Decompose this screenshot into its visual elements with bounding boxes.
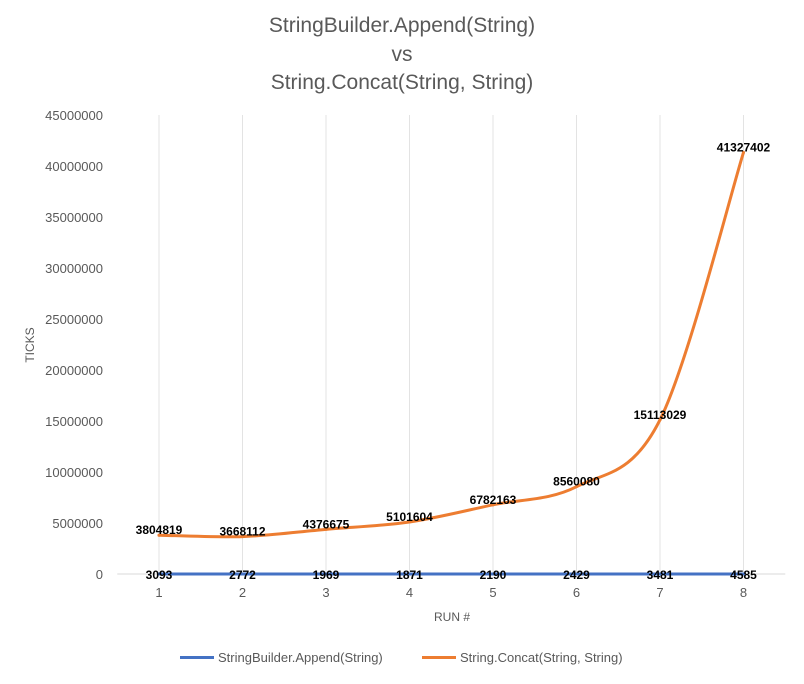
- legend-label-concat: String.Concat(String, String): [460, 650, 623, 665]
- data-label-stringbuilder: 2429: [563, 568, 590, 582]
- data-label-concat: 6782163: [470, 493, 517, 507]
- y-tick-label: 0: [96, 567, 103, 582]
- x-tick-label: 5: [489, 585, 496, 600]
- data-label-concat: 3804819: [136, 523, 183, 537]
- data-point-concat: [157, 533, 161, 537]
- data-label-stringbuilder: 1871: [396, 568, 423, 582]
- chart-title-line-3: String.Concat(String, String): [270, 71, 534, 94]
- data-label-concat: 5101604: [386, 510, 433, 524]
- data-label-stringbuilder: 3093: [146, 568, 173, 582]
- data-label-concat: 15113029: [634, 408, 687, 422]
- y-tick-label: 5000000: [52, 516, 103, 531]
- data-point-stringbuilder: [658, 572, 662, 576]
- x-axis-title: RUN #: [434, 610, 470, 624]
- data-point-stringbuilder: [575, 572, 578, 576]
- legend-item-concat: String.Concat(String, String): [422, 650, 623, 665]
- legend-swatch-concat: [422, 656, 456, 659]
- data-point-concat: [742, 150, 745, 154]
- chart-title-line-2: vs: [391, 43, 413, 66]
- legend-item-stringbuilder: StringBuilder.Append(String): [180, 650, 383, 665]
- y-tick-label: 35000000: [45, 210, 103, 225]
- data-point-concat: [575, 485, 578, 489]
- data-point-concat: [491, 503, 495, 507]
- data-point-concat: [658, 418, 662, 422]
- y-tick-label: 10000000: [45, 465, 103, 480]
- x-tick-label: 7: [656, 585, 663, 600]
- data-point-stringbuilder: [408, 572, 411, 576]
- y-tick-label: 45000000: [45, 108, 103, 123]
- y-axis-title: TICKS: [23, 327, 37, 362]
- x-tick-label: 8: [740, 585, 747, 600]
- data-label-stringbuilder: 1969: [313, 568, 340, 582]
- x-tick-label: 6: [573, 585, 580, 600]
- legend: StringBuilder.Append(String) String.Conc…: [0, 650, 804, 670]
- data-point-stringbuilder: [241, 572, 244, 576]
- data-point-stringbuilder: [324, 572, 328, 576]
- x-tick-label: 1: [155, 585, 162, 600]
- chart-title-line-1: StringBuilder.Append(String): [268, 14, 536, 37]
- y-tick-label: 20000000: [45, 363, 103, 378]
- y-tick-label: 40000000: [45, 159, 103, 174]
- data-point-stringbuilder: [157, 572, 161, 576]
- legend-swatch-stringbuilder: [180, 656, 214, 659]
- data-label-concat: 3668112: [219, 525, 265, 539]
- data-point-stringbuilder: [491, 572, 495, 576]
- data-label-concat: 4376675: [303, 517, 350, 531]
- data-label-stringbuilder: 4585: [730, 568, 757, 582]
- data-point-stringbuilder: [742, 572, 745, 576]
- y-tick-label: 15000000: [45, 414, 103, 429]
- legend-label-stringbuilder: StringBuilder.Append(String): [218, 650, 383, 665]
- data-point-concat: [408, 520, 411, 524]
- y-tick-label: 25000000: [45, 312, 103, 327]
- series-line-concat: [157, 150, 745, 539]
- data-label-concat: 8560080: [553, 475, 600, 489]
- x-tick-label: 3: [322, 585, 329, 600]
- data-label-stringbuilder: 2772: [229, 568, 256, 582]
- data-label-stringbuilder: 2190: [480, 568, 507, 582]
- x-tick-label: 2: [239, 585, 246, 600]
- y-tick-label: 30000000: [45, 261, 103, 276]
- line-chart: 0 5000000 10000000 15000000 20000000 25000000…: [23, 108, 786, 624]
- data-label-concat: 41327402: [717, 140, 771, 154]
- data-point-concat: [241, 535, 244, 539]
- x-tick-label: 4: [406, 585, 413, 600]
- data-point-concat: [324, 527, 328, 531]
- data-label-stringbuilder: 3481: [647, 568, 674, 582]
